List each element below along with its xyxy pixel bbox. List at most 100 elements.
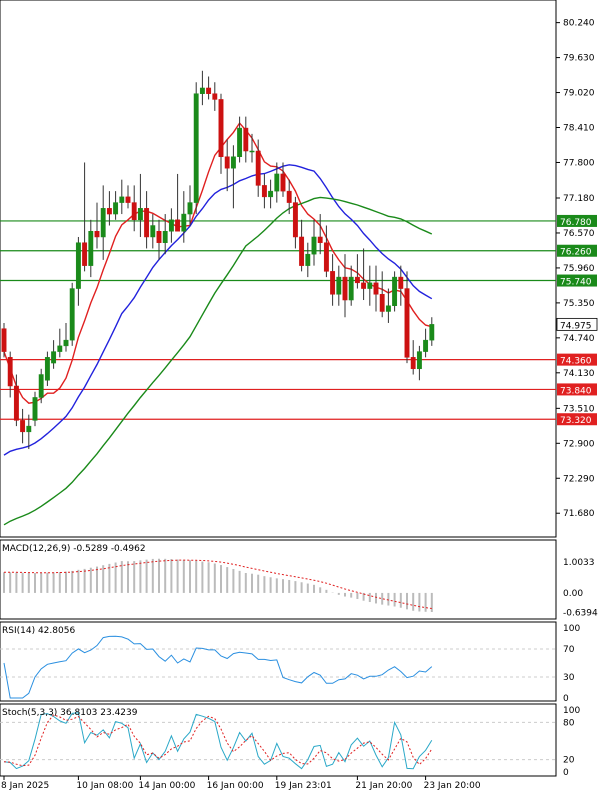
candle-body	[51, 351, 57, 364]
stoch-tick-label: 100	[563, 706, 580, 716]
price-tick-label: 74.740	[563, 334, 595, 344]
candle-body	[150, 225, 156, 238]
time-tick-label: 14 Jan 00:00	[138, 781, 195, 791]
level-tag	[557, 214, 597, 227]
macd-signal-line	[4, 559, 432, 609]
candle-body	[38, 374, 44, 398]
candle-body	[367, 282, 373, 289]
rsi-tick-label: 30	[563, 673, 575, 683]
level-tag-label: 75.740	[560, 278, 592, 288]
candle-body	[379, 294, 385, 312]
candle-body	[243, 127, 249, 152]
candle-body	[113, 202, 119, 215]
candle-body	[100, 208, 106, 238]
candle-body	[392, 276, 398, 307]
price-tick-label: 76.570	[563, 229, 595, 239]
candle-body	[20, 420, 26, 433]
price-axis: 80.240 79.630 79.020 78.410 77.800 77.180 76.5…	[556, 19, 598, 519]
level-tag-label: 73.320	[560, 416, 592, 426]
candle-body	[385, 305, 391, 312]
rsi-line	[3, 635, 433, 699]
price-tick-label: 71.680	[563, 509, 595, 519]
candle-body	[311, 236, 317, 255]
candle-body	[119, 196, 125, 203]
rsi-panel-frame	[0, 621, 557, 702]
price-tick-label: 72.290	[563, 474, 595, 484]
price-tick-label: 75.960	[563, 264, 595, 274]
level-tag	[557, 383, 597, 396]
macd-label: MACD(12,26,9) -0.5289 -0.4962	[2, 544, 146, 554]
level-tag	[557, 274, 597, 287]
candle-body	[342, 276, 348, 301]
time-tick-label: 21 Jan 20:00	[355, 781, 412, 791]
level-tag	[557, 244, 597, 257]
candle-body	[330, 271, 336, 295]
candle-body	[7, 357, 13, 387]
price-tick-label: 73.510	[563, 404, 595, 414]
candle-body	[1, 328, 7, 352]
time-tick-label: 23 Jan 20:00	[424, 781, 481, 791]
level-tag	[557, 353, 597, 366]
level-tag	[557, 413, 597, 426]
time-tick-label: 16 Jan 00:00	[207, 781, 264, 791]
candle-body	[57, 345, 63, 352]
price-tick-label: 79.020	[563, 89, 595, 99]
price-tick-label: 72.900	[563, 439, 595, 449]
candle-body	[237, 127, 243, 157]
candle-body	[354, 276, 360, 284]
price-tick-label: 79.630	[563, 54, 595, 64]
candle-body	[13, 385, 19, 421]
time-tick-label: 19 Jan 23:01	[275, 781, 332, 791]
candle-body	[212, 93, 218, 100]
candle-body	[181, 213, 187, 232]
candle-body	[423, 339, 429, 352]
rsi-tick-label: 0	[563, 694, 569, 704]
time-tick-label: 8 Jan 2025	[1, 781, 49, 791]
price-panel-frame	[0, 0, 557, 538]
candle-body	[162, 230, 168, 243]
candle-body	[187, 202, 193, 215]
candle-body	[305, 253, 311, 266]
candle-body	[280, 173, 286, 192]
candle-body	[224, 156, 230, 169]
candle-body	[137, 208, 143, 221]
candle-body	[63, 339, 69, 347]
ma-mid-line	[3, 164, 433, 456]
candle-body	[69, 288, 75, 341]
candle-body	[125, 196, 131, 203]
candle-body	[175, 219, 181, 232]
candle-body	[268, 190, 274, 198]
candle-body	[75, 242, 81, 289]
ma-slow-line	[3, 196, 433, 526]
candle-body	[429, 324, 435, 341]
candle-body	[144, 208, 150, 238]
price-tick-label: 77.800	[563, 158, 595, 168]
candle-body	[88, 230, 94, 266]
level-tag-label: 73.840	[560, 386, 592, 396]
price-tick-label: 80.240	[563, 19, 595, 29]
price-tick-label: 74.130	[563, 369, 595, 379]
stoch-tick-label: 20	[563, 756, 575, 766]
candle-body	[94, 230, 100, 238]
candle-body	[168, 219, 174, 232]
last-price-tag	[556, 317, 598, 331]
macd-panel: 1.0033 0.00 -0.6394	[3, 558, 598, 619]
price-tick-label: 78.410	[563, 124, 595, 134]
candle-body	[44, 357, 50, 381]
candle-body	[230, 156, 236, 169]
stoch-tick-label: 80	[563, 718, 575, 728]
stoch-d-line	[3, 714, 433, 767]
candle-body	[193, 93, 199, 203]
stoch-label: Stoch(5,3,3) 36.8103 23.4239	[2, 708, 138, 718]
candle-body	[218, 99, 224, 157]
rsi-label: RSI(14) 42.8056	[2, 626, 75, 636]
candle-body	[348, 276, 354, 301]
level-tag-label: 74.360	[560, 357, 592, 367]
stoch-panel-frame	[0, 703, 557, 777]
candle-body	[299, 236, 305, 266]
candle-body	[317, 236, 323, 243]
candle-body	[206, 87, 212, 94]
candle-body	[156, 230, 162, 243]
stoch-k-line	[3, 712, 433, 770]
